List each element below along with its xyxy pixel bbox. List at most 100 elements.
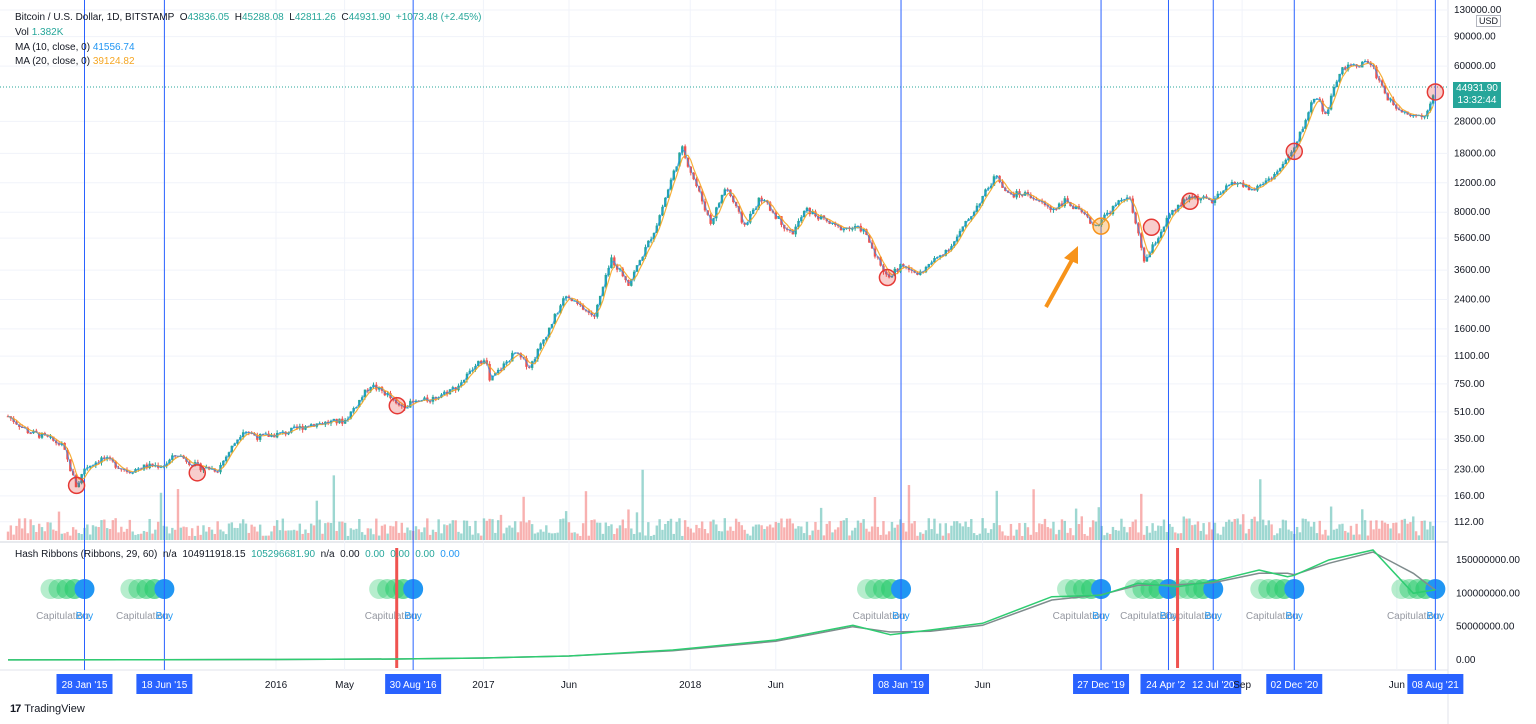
volume-bar	[732, 530, 735, 540]
volume-bar	[831, 532, 834, 540]
volume-bar	[1077, 524, 1081, 540]
volume-bar	[743, 529, 746, 540]
currency-badge[interactable]: USD	[1476, 15, 1502, 27]
volume-bar	[108, 528, 112, 540]
volume-bar	[335, 530, 338, 540]
volume-bar	[1123, 526, 1126, 540]
volume-bar	[63, 533, 66, 540]
bottom-marker-circle	[878, 268, 897, 287]
volume-bar	[763, 529, 766, 540]
volume-bar	[870, 526, 874, 540]
volume-bar	[145, 531, 149, 540]
volume-bar	[224, 534, 228, 540]
volume-bar	[525, 522, 528, 540]
volume-bar	[819, 507, 823, 540]
signal-date-label: 02 Dec '20	[1271, 680, 1319, 691]
volume-bar	[655, 525, 659, 540]
volume-bar	[1015, 529, 1018, 540]
volume-bar	[522, 496, 525, 540]
volume-bar	[695, 524, 698, 540]
volume-legend[interactable]: Vol 1.382K	[15, 27, 64, 38]
time-tick-label: May	[335, 680, 354, 691]
volume-bar	[1176, 533, 1180, 540]
volume-bar	[454, 520, 457, 540]
tradingview-logo[interactable]: 17 TradingView	[10, 703, 85, 715]
volume-bar	[1346, 532, 1350, 540]
ma10-value: 41556.74	[92, 42, 135, 53]
volume-bar	[1375, 520, 1378, 540]
volume-bar	[23, 518, 27, 540]
volume-bar	[1335, 528, 1338, 540]
volume-bar	[131, 531, 134, 540]
volume-bar	[1412, 516, 1415, 540]
volume-bar	[746, 533, 749, 540]
capitulation-bubble	[1057, 579, 1078, 599]
volume-bar	[1301, 518, 1304, 540]
volume-bar	[233, 527, 236, 540]
volume-bar	[749, 535, 752, 540]
volume-bar	[1267, 520, 1270, 540]
volume-bar	[1409, 522, 1412, 540]
capitulation-label: Capitulation	[1165, 611, 1218, 622]
last-price-tag: 44931.90 13:32:44	[1453, 82, 1501, 108]
volume-bar	[802, 533, 806, 540]
hash-ribbons-legend[interactable]: Hash Ribbons (Ribbons, 29, 60) n/a 10491…	[15, 549, 460, 560]
volume-bar	[1043, 518, 1047, 540]
volume-bar	[553, 533, 557, 540]
volume-bar	[1106, 532, 1109, 540]
volume-bar	[621, 519, 625, 540]
volume-bar	[777, 522, 780, 540]
volume-bar	[751, 526, 755, 540]
volume-bar	[703, 529, 707, 540]
volume-bar	[1182, 516, 1185, 540]
volume-bar	[1134, 519, 1137, 540]
volume-bar	[97, 527, 100, 540]
volume-bar	[485, 520, 489, 540]
bar-countdown: 13:32:44	[1457, 95, 1497, 106]
volume-bar	[1199, 530, 1202, 540]
volume-bar	[511, 527, 514, 540]
volume-bar	[1363, 520, 1367, 540]
volume-bar	[618, 525, 622, 540]
volume-bar	[562, 518, 565, 540]
volume-bar	[1278, 528, 1282, 540]
symbol-title[interactable]: Bitcoin / U.S. Dollar, 1D, BITSTAMP	[15, 12, 175, 23]
volume-bar	[876, 526, 879, 540]
volume-bar	[1145, 526, 1149, 540]
volume-bar	[9, 525, 13, 540]
signal-date-box	[873, 674, 930, 694]
volume-bar	[1057, 529, 1061, 540]
volume-bar	[936, 533, 939, 540]
volume-bar	[547, 532, 551, 540]
volume-bar	[825, 523, 828, 540]
volume-bar	[386, 533, 389, 540]
volume-bar	[706, 533, 710, 540]
volume-bar	[505, 527, 508, 540]
volume-bar	[111, 520, 115, 540]
volume-bar	[273, 525, 276, 540]
volume-bar	[352, 529, 355, 540]
volume-bar	[890, 521, 894, 540]
time-tick-label: Jun	[768, 680, 784, 691]
volume-bar	[930, 529, 933, 540]
volume-bar	[579, 535, 582, 540]
volume-bar	[91, 525, 95, 540]
volume-bar	[457, 531, 460, 540]
volume-bar	[230, 522, 234, 540]
volume-bar	[593, 519, 596, 540]
volume-bar	[542, 531, 545, 540]
ma20-legend[interactable]: MA (20, close, 0) 39124.82	[15, 56, 135, 67]
volume-bar	[1247, 528, 1251, 540]
volume-bar	[689, 528, 693, 540]
volume-bar	[947, 533, 950, 540]
volume-bar	[1250, 518, 1253, 540]
volume-bar	[723, 518, 727, 540]
volume-bar	[987, 532, 990, 540]
volume-bar	[326, 522, 330, 540]
ma10-legend[interactable]: MA (10, close, 0) 41556.74	[15, 42, 135, 53]
volume-bar	[607, 526, 610, 540]
volume-bar	[1128, 527, 1132, 540]
volume-bar	[139, 533, 143, 540]
volume-bar	[29, 519, 32, 540]
